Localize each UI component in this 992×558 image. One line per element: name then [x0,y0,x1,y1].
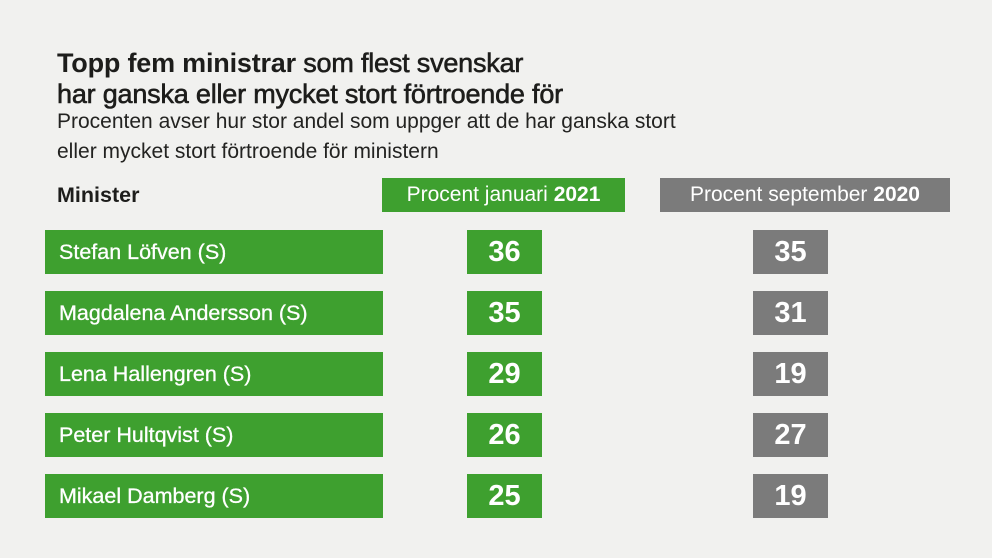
title-line1-rest: som flest svenskar [295,48,524,79]
table-row: Mikael Damberg (S) 25 19 [0,474,992,518]
column-header-september-2020: Procent september 2020 [660,178,950,212]
value-september-2020-cell: 19 [753,352,828,396]
title-line2: har ganska eller mycket stort förtroende… [57,79,564,110]
table-row: Magdalena Andersson (S) 35 31 [0,291,992,335]
value-september-2020-cell: 19 [753,474,828,518]
minister-name-cell: Mikael Damberg (S) [45,474,383,518]
value-january-2021-cell: 29 [467,352,542,396]
column-header-minister: Minister [57,182,140,207]
column-header-january-2021: Procent januari 2021 [382,178,625,212]
minister-name-cell: Peter Hultqvist (S) [45,413,383,457]
table-row: Lena Hallengren (S) 29 19 [0,352,992,396]
subtitle: Procenten avser hur stor andel som uppge… [57,107,676,167]
table-body: Stefan Löfven (S) 36 35 Magdalena Anders… [0,230,992,535]
page-title: Topp fem ministrar som flest svenskar ha… [57,48,564,110]
subtitle-line2: eller mycket stort förtroende för minist… [57,140,439,163]
table-row: Stefan Löfven (S) 36 35 [0,230,992,274]
value-september-2020-cell: 35 [753,230,828,274]
minister-name-cell: Magdalena Andersson (S) [45,291,383,335]
subtitle-line1: Procenten avser hur stor andel som uppge… [57,110,676,133]
title-bold-segment: Topp fem ministrar [57,48,296,79]
value-january-2021-cell: 35 [467,291,542,335]
table-row: Peter Hultqvist (S) 26 27 [0,413,992,457]
value-january-2021-cell: 36 [467,230,542,274]
minister-name-cell: Stefan Löfven (S) [45,230,383,274]
value-september-2020-cell: 31 [753,291,828,335]
column-header-september-label: Procent september [690,183,874,206]
minister-name-cell: Lena Hallengren (S) [45,352,383,396]
value-january-2021-cell: 26 [467,413,542,457]
column-header-january-year: 2021 [553,183,601,206]
value-september-2020-cell: 27 [753,413,828,457]
column-header-september-year: 2020 [873,183,920,206]
value-january-2021-cell: 25 [467,474,542,518]
column-header-january-label: Procent januari [406,183,554,206]
